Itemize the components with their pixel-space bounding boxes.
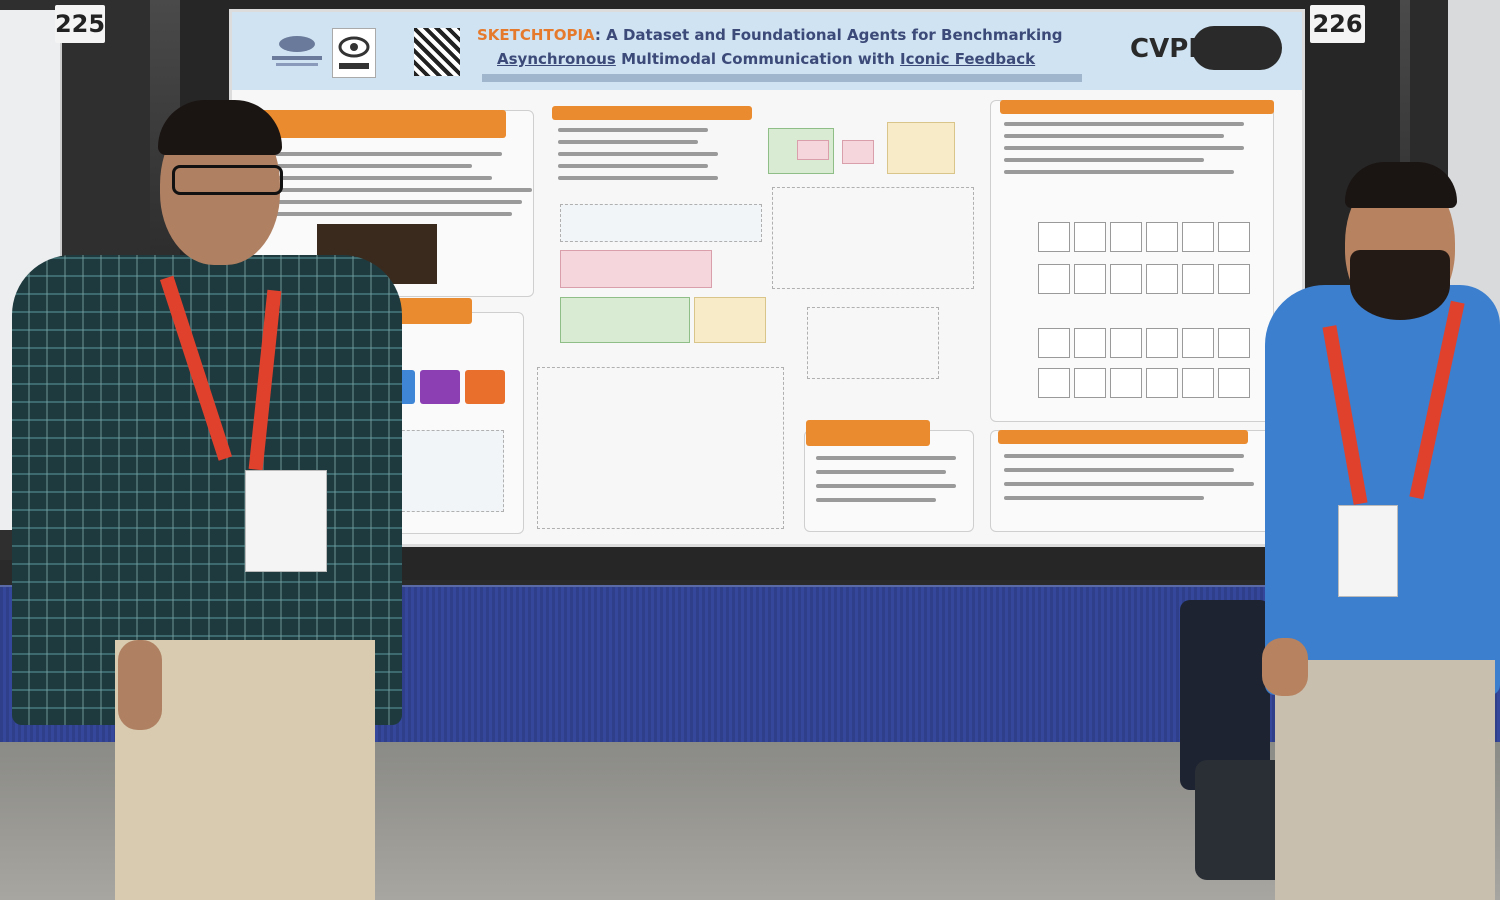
text-line bbox=[1004, 134, 1224, 138]
text-line bbox=[252, 212, 512, 216]
sketch-cell bbox=[1110, 368, 1142, 398]
text-line bbox=[816, 456, 956, 460]
text-line bbox=[1004, 170, 1234, 174]
text-line bbox=[816, 484, 956, 488]
sketch-cell bbox=[1146, 368, 1178, 398]
architecture-diagram bbox=[560, 204, 762, 242]
text-line bbox=[816, 470, 946, 474]
agent-tile bbox=[887, 122, 955, 174]
text-line bbox=[1004, 146, 1244, 150]
architecture-block bbox=[560, 250, 712, 288]
section-header-metrics bbox=[806, 420, 930, 446]
sketch-cell bbox=[1182, 264, 1214, 294]
text-line bbox=[252, 176, 492, 180]
text-line bbox=[1004, 482, 1254, 486]
poster-title-accent: SKETCHTOPIA bbox=[477, 26, 595, 44]
section-box-collaborative bbox=[990, 430, 1274, 532]
section-box-metrics bbox=[804, 430, 974, 532]
right-presenter-shirt bbox=[1265, 285, 1500, 695]
flow-diagram bbox=[772, 187, 974, 289]
text-line bbox=[252, 188, 532, 192]
cvpr-logo-graphic bbox=[1192, 26, 1282, 70]
sketch-cell bbox=[1146, 328, 1178, 358]
text-line bbox=[558, 164, 708, 168]
section-header-agents bbox=[552, 106, 752, 120]
poster-title-mid: Multimodal Communication with bbox=[615, 50, 900, 68]
section-header-intro bbox=[244, 110, 506, 138]
left-presenter-badge bbox=[245, 470, 327, 572]
poster-title-rest: : A Dataset and Foundational Agents for … bbox=[594, 26, 1063, 44]
sketch-cell bbox=[1038, 368, 1070, 398]
text-line bbox=[252, 164, 472, 168]
sketch-cell bbox=[1146, 222, 1178, 252]
metrics-diagram bbox=[807, 307, 939, 379]
sketch-cell bbox=[1074, 264, 1106, 294]
text-line bbox=[558, 128, 708, 132]
text-line bbox=[558, 152, 718, 156]
research-poster: SKETCHTOPIA: A Dataset and Foundational … bbox=[232, 12, 1302, 544]
sketch-cell bbox=[1074, 328, 1106, 358]
sketch-cell bbox=[1038, 328, 1070, 358]
cvpr-logo-text: CVPR bbox=[1130, 34, 1209, 64]
right-presenter-badge bbox=[1338, 505, 1398, 597]
poster-author-line bbox=[482, 74, 1082, 82]
sketch-cell bbox=[1110, 222, 1142, 252]
sketch-cell bbox=[1182, 328, 1214, 358]
text-line bbox=[1004, 122, 1244, 126]
right-presenter-beard bbox=[1350, 250, 1450, 320]
architecture-block bbox=[694, 297, 766, 343]
sketch-cell bbox=[1218, 222, 1250, 252]
iiit-logo bbox=[332, 28, 376, 78]
agent-tile bbox=[797, 140, 829, 160]
right-presenter-hand bbox=[1262, 638, 1308, 696]
agent-tile bbox=[842, 140, 874, 164]
booth-number-left: 225 bbox=[55, 5, 105, 43]
text-line bbox=[252, 200, 522, 204]
stat-tile-2 bbox=[420, 370, 460, 404]
section-header-insights bbox=[1000, 100, 1274, 114]
sketch-cell bbox=[1182, 222, 1214, 252]
poster-title-line2: Asynchronous Multimodal Communication wi… bbox=[497, 50, 1035, 68]
scatter-plot bbox=[537, 367, 784, 529]
sketch-cell bbox=[1182, 368, 1214, 398]
sketch-cell bbox=[1218, 328, 1250, 358]
text-line bbox=[1004, 468, 1234, 472]
text-line bbox=[816, 498, 936, 502]
text-line bbox=[558, 176, 718, 180]
section-header-collaborative bbox=[998, 430, 1248, 444]
text-line bbox=[1004, 496, 1204, 500]
text-line bbox=[252, 152, 502, 156]
sketch-cell bbox=[1110, 264, 1142, 294]
poster-title-underlined-1: Asynchronous bbox=[497, 50, 616, 68]
sketch-cell bbox=[1146, 264, 1178, 294]
right-presenter-pants bbox=[1275, 660, 1495, 900]
booth-number-right: 226 bbox=[1310, 5, 1365, 43]
qr-code bbox=[414, 28, 460, 76]
sketch-cell bbox=[1038, 222, 1070, 252]
pictionary-diagram bbox=[382, 430, 504, 512]
left-presenter-hair bbox=[158, 100, 282, 155]
background-person bbox=[1180, 600, 1270, 790]
sketch-cell bbox=[1038, 264, 1070, 294]
sketch-cell bbox=[1074, 368, 1106, 398]
institution-logo bbox=[262, 30, 332, 70]
poster-header: SKETCHTOPIA: A Dataset and Foundational … bbox=[232, 12, 1302, 90]
sketch-cell bbox=[1218, 368, 1250, 398]
text-line bbox=[558, 140, 698, 144]
poster-title-underlined-2: Iconic Feedback bbox=[899, 50, 1036, 68]
left-presenter-hand bbox=[118, 640, 162, 730]
sketch-cell bbox=[1110, 328, 1142, 358]
poster-title-line1: SKETCHTOPIA: A Dataset and Foundational … bbox=[477, 26, 1063, 44]
stat-tile-3 bbox=[465, 370, 505, 404]
right-neighbor-poster bbox=[1448, 0, 1500, 330]
text-line bbox=[1004, 158, 1204, 162]
architecture-block bbox=[560, 297, 690, 343]
right-presenter-hair bbox=[1345, 162, 1457, 208]
eyeglasses bbox=[172, 165, 283, 195]
sketch-cell bbox=[1074, 222, 1106, 252]
text-line bbox=[1004, 454, 1244, 458]
sketch-cell bbox=[1218, 264, 1250, 294]
